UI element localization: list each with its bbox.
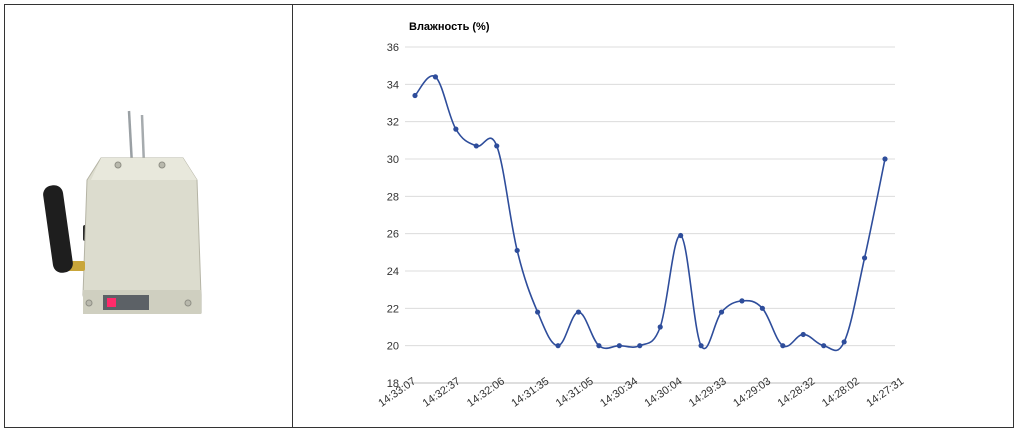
data-point [453, 126, 459, 132]
data-point [575, 309, 582, 315]
device-photo [5, 5, 292, 427]
data-point [514, 247, 520, 254]
data-point [473, 143, 479, 149]
y-tick-label: 18 [387, 378, 399, 390]
data-point [616, 343, 622, 349]
y-tick-label: 22 [387, 303, 399, 315]
series-line [414, 74, 886, 352]
grid-lines [405, 46, 895, 384]
data-points [412, 74, 888, 349]
data-point [596, 343, 602, 349]
humidity-chart: 18 20 22 24 26 28 30 32 34 36 14:33:07 14:32:37 14:… [376, 21, 906, 410]
y-tick-label: 24 [387, 266, 399, 278]
screw-icon [85, 299, 93, 307]
data-point [780, 343, 786, 349]
y-tick-label: 36 [387, 42, 399, 54]
device-top-face [91, 158, 197, 180]
y-tick-label: 32 [387, 117, 399, 129]
data-point [739, 298, 745, 304]
screw-icon [114, 161, 122, 169]
y-tick-label: 20 [387, 341, 399, 353]
chart-title: Влажность (%) [409, 21, 490, 33]
y-tick-label: 28 [387, 191, 399, 203]
y-tick-label: 26 [387, 229, 399, 241]
x-axis-ticks: 14:33:07 14:32:37 14:32:06 14:31:35 14:31:05… [376, 375, 906, 409]
data-point [800, 331, 806, 338]
data-point [535, 309, 541, 315]
display-led [107, 298, 116, 307]
figure-frame: 18 20 22 24 26 28 30 32 34 36 14:33:07 14:32:37 14:… [4, 4, 1014, 428]
x-tick-label: 14:32:06 [465, 375, 507, 409]
data-point [657, 324, 663, 330]
device-body [82, 157, 202, 314]
data-point [432, 74, 439, 80]
screw-icon [158, 161, 166, 169]
x-tick-label: 14:27:31 [864, 375, 906, 409]
device-illustration [43, 110, 202, 314]
x-tick-label: 14:29:33 [687, 375, 729, 409]
chart-pane: 18 20 22 24 26 28 30 32 34 36 14:33:07 14:32:37 14:… [293, 5, 1013, 427]
x-tick-label: 14:28:02 [820, 375, 862, 409]
data-point [678, 232, 684, 239]
data-point [718, 309, 725, 315]
x-tick-label: 14:31:35 [509, 375, 551, 409]
pane-divider [292, 5, 293, 427]
data-point [882, 156, 888, 162]
y-tick-label: 34 [387, 79, 399, 91]
x-tick-label: 14:30:34 [598, 375, 640, 409]
data-point [412, 92, 418, 99]
probe-wire-right [140, 114, 146, 166]
probe-wire-left [127, 110, 134, 166]
data-point [841, 339, 847, 345]
data-point [759, 305, 765, 311]
x-tick-label: 14:29:03 [731, 375, 773, 409]
data-point [861, 255, 868, 261]
y-axis-ticks: 18 20 22 24 26 28 30 32 34 36 [387, 42, 399, 390]
x-tick-label: 14:28:32 [776, 375, 818, 409]
x-tick-label: 14:31:05 [554, 375, 596, 409]
data-point [637, 343, 643, 349]
data-point [555, 343, 561, 349]
data-point [494, 143, 500, 149]
x-tick-label: 14:30:04 [642, 375, 684, 409]
x-tick-label: 14:32:37 [421, 375, 463, 409]
screw-icon [184, 299, 192, 307]
antenna-icon [43, 185, 73, 273]
y-tick-label: 30 [387, 154, 399, 166]
data-point [821, 343, 827, 349]
data-point [698, 343, 704, 349]
